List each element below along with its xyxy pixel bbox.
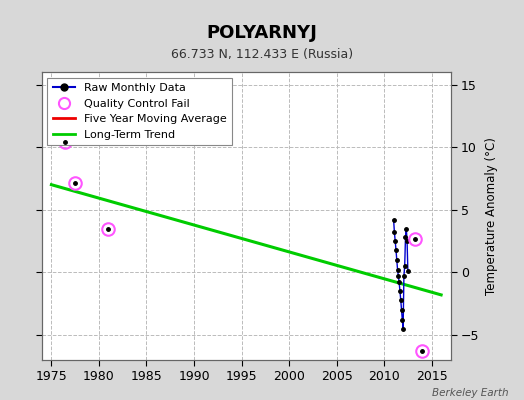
Text: 66.733 N, 112.433 E (Russia): 66.733 N, 112.433 E (Russia) <box>171 48 353 61</box>
Y-axis label: Temperature Anomaly (°C): Temperature Anomaly (°C) <box>485 137 498 295</box>
Text: POLYARNYJ: POLYARNYJ <box>206 24 318 42</box>
Text: Berkeley Earth: Berkeley Earth <box>432 388 508 398</box>
Legend: Raw Monthly Data, Quality Control Fail, Five Year Moving Average, Long-Term Tren: Raw Monthly Data, Quality Control Fail, … <box>48 78 233 145</box>
